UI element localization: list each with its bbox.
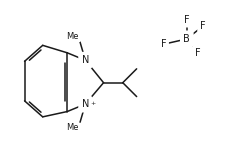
Text: +: + xyxy=(91,101,96,106)
Text: F: F xyxy=(195,48,200,58)
Text: Me: Me xyxy=(67,123,79,132)
Text: N: N xyxy=(82,99,89,109)
Text: F: F xyxy=(200,21,206,31)
Text: B: B xyxy=(183,34,190,44)
Text: N: N xyxy=(82,55,89,65)
Text: N: N xyxy=(82,55,89,65)
Text: F: F xyxy=(160,39,166,49)
Text: F: F xyxy=(200,21,206,31)
Text: N: N xyxy=(82,99,89,109)
Text: F: F xyxy=(184,15,190,25)
Text: F: F xyxy=(195,48,200,58)
Text: F: F xyxy=(160,39,166,49)
Text: F: F xyxy=(184,15,190,25)
Text: Me: Me xyxy=(67,32,79,41)
Text: B: B xyxy=(183,34,190,44)
